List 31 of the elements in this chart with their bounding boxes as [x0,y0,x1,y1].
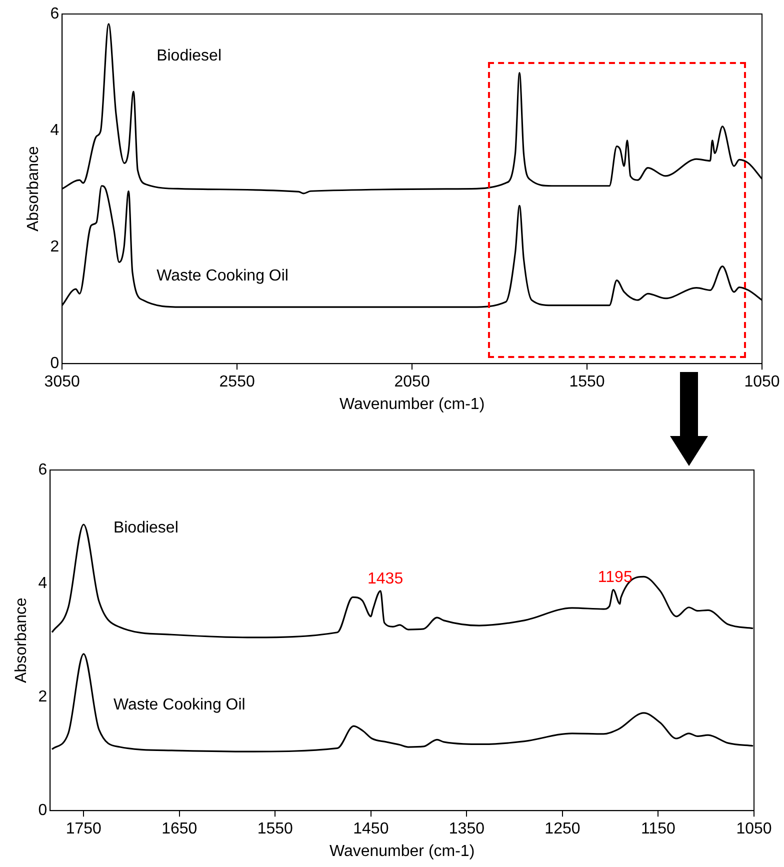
x-tick-label: 1450 [353,820,389,838]
series-label: Waste Cooking Oil [156,268,288,285]
series-label: Waste Cooking Oil [113,696,246,714]
x-tick-label: 1050 [744,374,780,391]
y-tick-label: 0 [38,802,48,820]
x-tick-label: 2050 [394,374,430,391]
y-tick-label: 6 [38,461,48,478]
series-label: Biodiesel [113,519,178,536]
x-tick-label: 1750 [66,820,102,838]
annotation: 1195 [598,569,632,586]
x-axis-title: Wavenumber (cm-1) [339,396,485,413]
x-tick-label: 1550 [569,374,605,391]
x-tick-label: 1550 [257,820,294,838]
y-axis-title: Absorbance [13,598,30,683]
x-tick-label: 1350 [448,820,485,838]
x-tick-label: 3050 [44,374,80,391]
annotation: 1435 [367,570,404,588]
y-tick-label: 2 [38,688,48,706]
x-axis-title: Wavenumber (cm-1) [329,842,475,860]
y-tick-label: 0 [50,355,60,372]
x-tick-label: 1250 [544,820,580,838]
x-tick-label: 2550 [219,374,255,391]
x-tick-label: 1150 [641,820,676,838]
y-tick-label: 2 [50,238,60,256]
y-axis-title: Absorbance [25,146,42,232]
x-tick-label: 1050 [736,820,772,838]
y-tick-label: 4 [38,574,48,592]
text: Biodiesel [156,47,222,64]
x-tick-label: 1650 [162,820,198,838]
y-tick-label: 4 [50,122,60,139]
y-tick-label: 6 [50,5,60,22]
